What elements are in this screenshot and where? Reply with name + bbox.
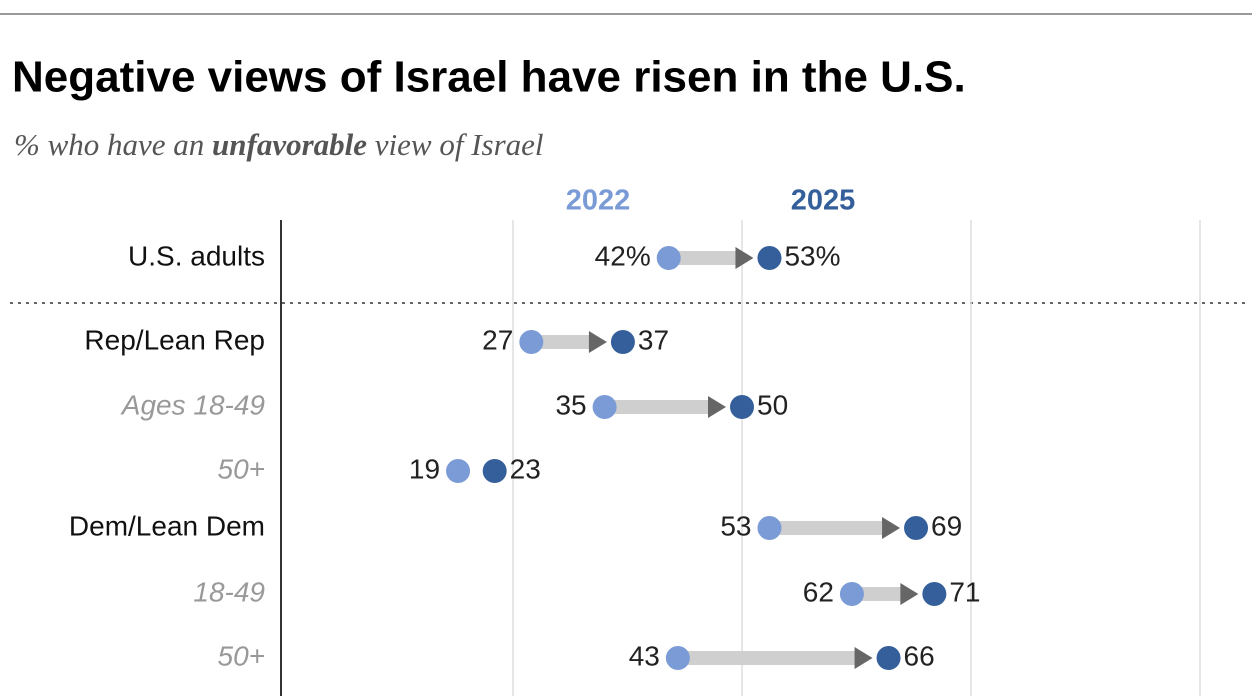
legend-label: 2025 bbox=[791, 185, 856, 217]
arrow-head bbox=[900, 583, 919, 605]
value-label: 69 bbox=[931, 510, 962, 541]
row-label: U.S. adults bbox=[128, 240, 265, 271]
value-label: 43 bbox=[629, 640, 660, 671]
chart-subtitle: % who have an unfavorable view of Israel bbox=[14, 127, 544, 162]
value-label: 53% bbox=[784, 240, 840, 271]
dot bbox=[610, 330, 635, 354]
arrow-shaft bbox=[604, 400, 710, 414]
arrow-shaft bbox=[677, 651, 857, 665]
value-label: 19 bbox=[409, 453, 440, 484]
value-label: 66 bbox=[904, 640, 935, 671]
dot bbox=[730, 395, 754, 419]
arrow-shaft bbox=[769, 521, 885, 535]
arrow-shaft bbox=[851, 587, 903, 601]
arrow-head bbox=[588, 331, 607, 353]
row-label: Dem/Lean Dem bbox=[69, 510, 265, 541]
row-label: 50+ bbox=[218, 453, 266, 484]
value-label: 50 bbox=[757, 389, 788, 420]
arrow-head bbox=[708, 396, 726, 418]
subtitle-part: unfavorable bbox=[212, 127, 367, 162]
value-label: 23 bbox=[510, 453, 541, 484]
dot bbox=[839, 582, 864, 606]
arrow-head bbox=[735, 247, 754, 269]
dot bbox=[656, 246, 681, 270]
dot bbox=[922, 582, 947, 606]
dot bbox=[904, 516, 929, 540]
dot bbox=[482, 459, 507, 483]
arrow-shaft bbox=[531, 335, 591, 349]
dot bbox=[446, 459, 471, 483]
arrow-head bbox=[854, 647, 873, 669]
row-label: Ages 18-49 bbox=[120, 389, 265, 420]
value-label: 27 bbox=[482, 324, 513, 355]
value-label: 62 bbox=[803, 576, 834, 607]
arrow-shaft bbox=[668, 251, 738, 265]
value-label: 42% bbox=[595, 240, 651, 271]
subtitle-part: view of Israel bbox=[367, 127, 544, 162]
dot bbox=[757, 516, 782, 540]
dot bbox=[876, 646, 901, 670]
dot bbox=[665, 646, 690, 670]
dot bbox=[519, 330, 544, 354]
row-label: 50+ bbox=[218, 640, 266, 671]
subtitle-part: % who have an bbox=[14, 127, 212, 162]
legend-label: 2022 bbox=[566, 185, 631, 217]
value-label: 53 bbox=[720, 510, 751, 541]
dot bbox=[757, 246, 782, 270]
row-label: Rep/Lean Rep bbox=[84, 324, 265, 355]
value-label: 71 bbox=[949, 576, 980, 607]
arrow-head bbox=[882, 517, 901, 539]
dot bbox=[592, 395, 617, 419]
row-label: 18-49 bbox=[193, 576, 265, 607]
chart-title: Negative views of Israel have risen in t… bbox=[12, 53, 966, 102]
value-label: 37 bbox=[638, 324, 669, 355]
value-label: 35 bbox=[555, 389, 586, 420]
